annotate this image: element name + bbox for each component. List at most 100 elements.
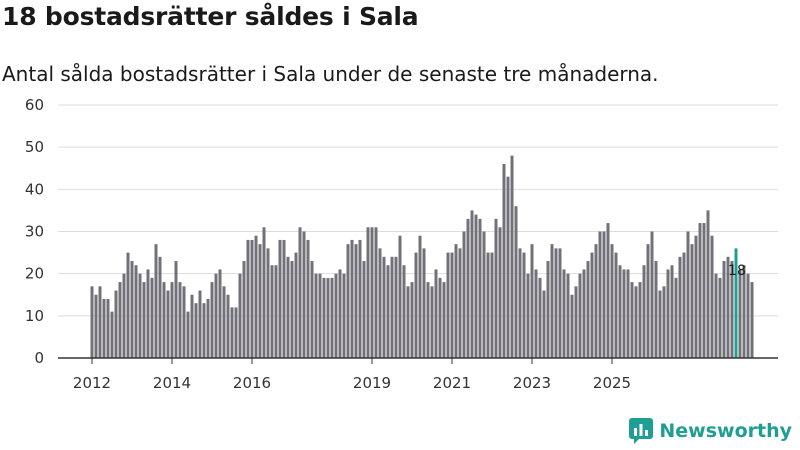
bar-series: [90, 155, 754, 358]
bar: [498, 227, 502, 358]
bar: [538, 277, 542, 358]
bar: [138, 273, 142, 358]
x-tick-label: 2019: [353, 374, 391, 392]
y-tick-label: 10: [25, 307, 44, 325]
bar: [618, 265, 622, 358]
bar: [514, 206, 518, 358]
bar: [614, 252, 618, 358]
y-tick-label: 60: [25, 96, 44, 114]
bar: [722, 261, 726, 358]
bar: [454, 244, 458, 358]
bar: [286, 256, 290, 358]
bar: [278, 239, 282, 358]
bar: [402, 265, 406, 358]
bar: [634, 286, 638, 358]
bar: [678, 256, 682, 358]
bar: [174, 261, 178, 358]
x-tick-label: 2025: [593, 374, 631, 392]
bar: [202, 303, 206, 358]
bar: [490, 252, 494, 358]
bar: [166, 290, 170, 358]
bar: [338, 269, 342, 358]
bar: [94, 294, 98, 358]
bar: [626, 269, 630, 358]
bar: [298, 227, 302, 358]
bar: [210, 282, 214, 358]
bar: [214, 273, 218, 358]
bar: [730, 261, 734, 358]
bar: [630, 282, 634, 358]
bar: [566, 273, 570, 358]
bar: [550, 244, 554, 358]
bar: [98, 286, 102, 358]
bar: [198, 290, 202, 358]
bar: [162, 282, 166, 358]
bar: [610, 244, 614, 358]
bar: [242, 261, 246, 358]
bar: [194, 303, 198, 358]
x-tick-label: 2021: [433, 374, 471, 392]
bar: [502, 164, 506, 358]
x-tick-label: 2012: [73, 374, 111, 392]
bar: [638, 282, 642, 358]
bar: [246, 239, 250, 358]
bar: [478, 218, 482, 358]
bar: [574, 286, 578, 358]
bar: [702, 223, 706, 358]
annotations: 18: [728, 263, 746, 279]
chart-title: 18 bostadsrätter såldes i Sala: [2, 2, 419, 31]
bar: [558, 248, 562, 358]
bar: [382, 256, 386, 358]
bar: [698, 223, 702, 358]
bar: [726, 256, 730, 358]
bar: [354, 244, 358, 358]
bar: [90, 286, 94, 358]
brand-name: Newsworthy: [659, 420, 792, 442]
bar: [602, 231, 606, 358]
bar: [582, 269, 586, 358]
bar: [622, 269, 626, 358]
bar: [150, 277, 154, 358]
bar: [122, 273, 126, 358]
bar: [706, 210, 710, 358]
bar: [738, 269, 742, 358]
bar: [126, 252, 130, 358]
chart-subtitle: Antal sålda bostadsrätter i Sala under d…: [2, 62, 659, 86]
bar: [306, 239, 310, 358]
bar: [718, 277, 722, 358]
bar: [118, 282, 122, 358]
highlight-value-label: 18: [728, 263, 746, 279]
bar: [142, 282, 146, 358]
bar: [422, 248, 426, 358]
bar: [398, 235, 402, 358]
bar: [450, 252, 454, 358]
bar: [742, 265, 746, 358]
bar: [542, 290, 546, 358]
bar: [526, 273, 530, 358]
bar: [406, 286, 410, 358]
bar: [290, 261, 294, 358]
bar: [486, 252, 490, 358]
bar: [430, 286, 434, 358]
bar: [330, 277, 334, 358]
bar: [494, 218, 498, 358]
bar: [362, 261, 366, 358]
bar: [314, 273, 318, 358]
bar: [438, 277, 442, 358]
bar: [370, 227, 374, 358]
bar: [482, 231, 486, 358]
bar: [506, 176, 510, 358]
bar: [358, 239, 362, 358]
y-axis: 0 10 20 30 40 50 60: [25, 96, 44, 367]
x-tick-label: 2014: [153, 374, 191, 392]
bar: [346, 244, 350, 358]
bar: [570, 294, 574, 358]
bar: [522, 252, 526, 358]
bar: [106, 298, 110, 358]
y-tick-label: 40: [25, 180, 44, 198]
bar: [710, 235, 714, 358]
bar: [646, 244, 650, 358]
bar: [134, 265, 138, 358]
bar: [178, 282, 182, 358]
